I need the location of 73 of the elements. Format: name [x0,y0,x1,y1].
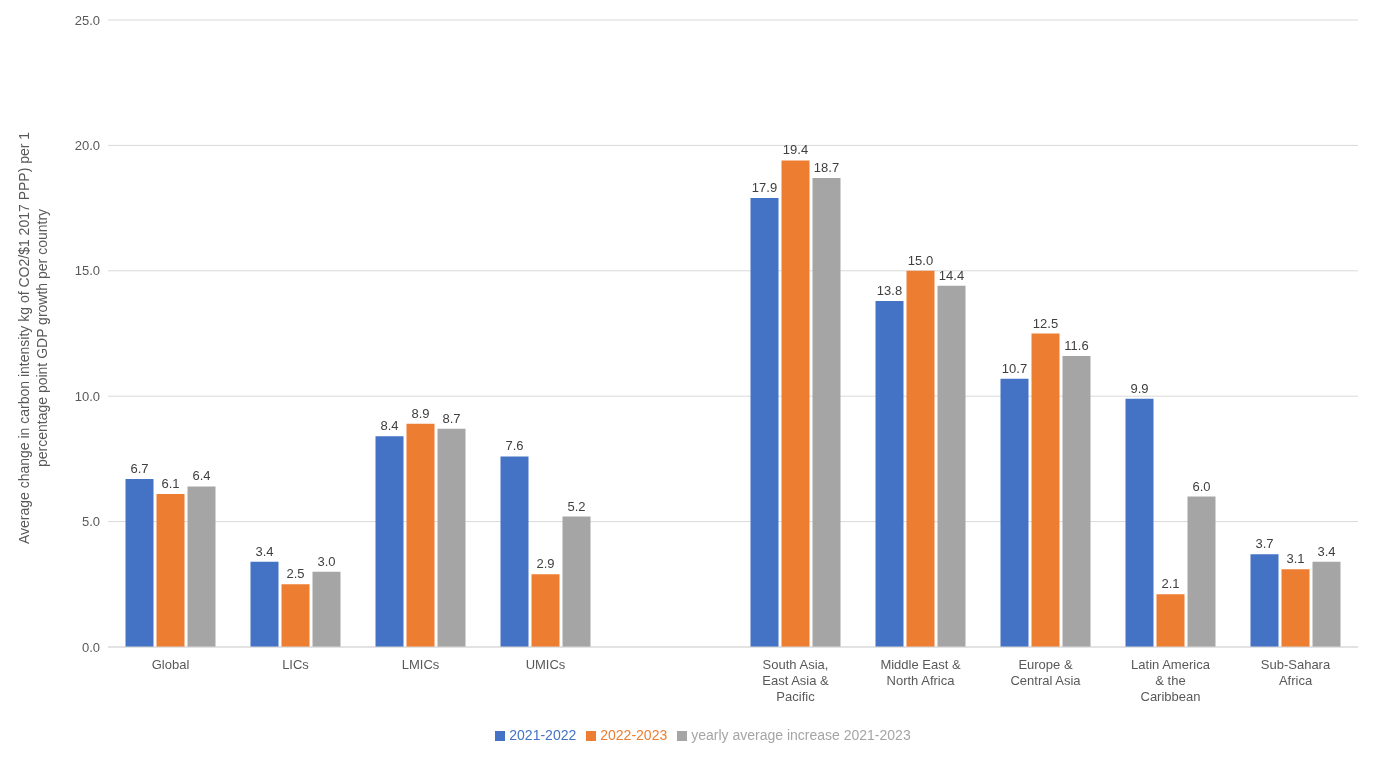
data-label: 6.7 [130,460,149,476]
data-label: 15.0 [907,252,934,268]
x-tick-label: LMICs [401,657,440,672]
data-label: 18.7 [813,160,840,175]
bar [312,571,341,647]
x-tick-label: South Asia, East Asia & Pacific [762,657,830,704]
bar [437,428,466,647]
data-label: 2.9 [536,556,555,572]
bar [562,516,591,647]
data-label: 6.1 [161,476,180,492]
x-tick-label: Sub-Sahara Africa [1260,657,1331,688]
bar [156,494,185,647]
bar [1000,378,1029,647]
data-label: 11.6 [1064,338,1089,354]
bar [406,423,435,647]
x-tick-label: Latin America & the Caribbean [1131,657,1211,704]
data-label: 8.7 [442,410,461,426]
data-label: 3.4 [255,543,274,559]
data-label: 14.4 [938,267,965,283]
x-tick-label: LICs [282,657,310,672]
y-axis-title: Average change in carbon intensity kg of CO2/$1 2017 PPP) per 1 percentage point GDP growth per country [16,131,50,545]
bar [1187,496,1216,647]
data-label: 6.0 [1192,478,1211,494]
bar [937,285,966,647]
y-tick-label: 10.0 [74,388,100,404]
x-tick-label: Middle East & North Africa [880,657,961,688]
bar [375,436,404,647]
data-label: 3.0 [317,553,336,569]
data-label: 3.1 [1286,551,1305,567]
data-label: 5.2 [567,498,586,514]
y-tick-label: 20.0 [74,138,100,154]
bar [875,300,904,647]
bar [1250,554,1279,647]
data-label: 2.5 [286,566,305,582]
data-label: 12.5 [1032,315,1059,331]
x-tick-label: Global [151,657,190,672]
bar [1281,569,1310,647]
bar [531,574,560,647]
data-label: 17.9 [751,180,778,196]
data-label: 2.1 [1161,576,1180,592]
data-label: 6.4 [192,468,211,484]
data-label: 3.4 [1317,543,1336,559]
bar [812,178,841,647]
bar [1312,561,1341,647]
data-label: 8.4 [380,418,399,434]
data-label: 19.4 [782,142,809,158]
legend-label: 2022-2023 [600,727,668,743]
bar [500,456,529,647]
legend-label: yearly average increase 2021-2023 [691,727,911,743]
bar [1062,356,1091,647]
bar [906,270,935,647]
y-tick-label: 15.0 [74,263,100,279]
data-label: 13.8 [876,282,903,298]
y-tick-label: 0.0 [81,639,100,655]
bar [1125,398,1154,647]
y-tick-label: 25.0 [74,12,100,28]
bar [750,198,779,647]
data-label: 8.9 [411,405,430,421]
bar [250,561,279,647]
data-label: 10.7 [1001,360,1028,376]
legend-label: 2021-2022 [509,727,577,743]
x-tick-label: UMICs [525,657,566,672]
y-tick-label: 5.0 [81,514,100,530]
bar [1031,333,1060,647]
x-tick-label: Europe & Central Asia [1010,657,1082,688]
bar [781,160,810,647]
bar [187,486,216,647]
bar [281,584,310,647]
data-label: 7.6 [505,438,524,454]
bar [125,478,154,647]
bar [1156,594,1185,647]
data-label: 3.7 [1255,536,1274,552]
data-label: 9.9 [1130,380,1149,396]
